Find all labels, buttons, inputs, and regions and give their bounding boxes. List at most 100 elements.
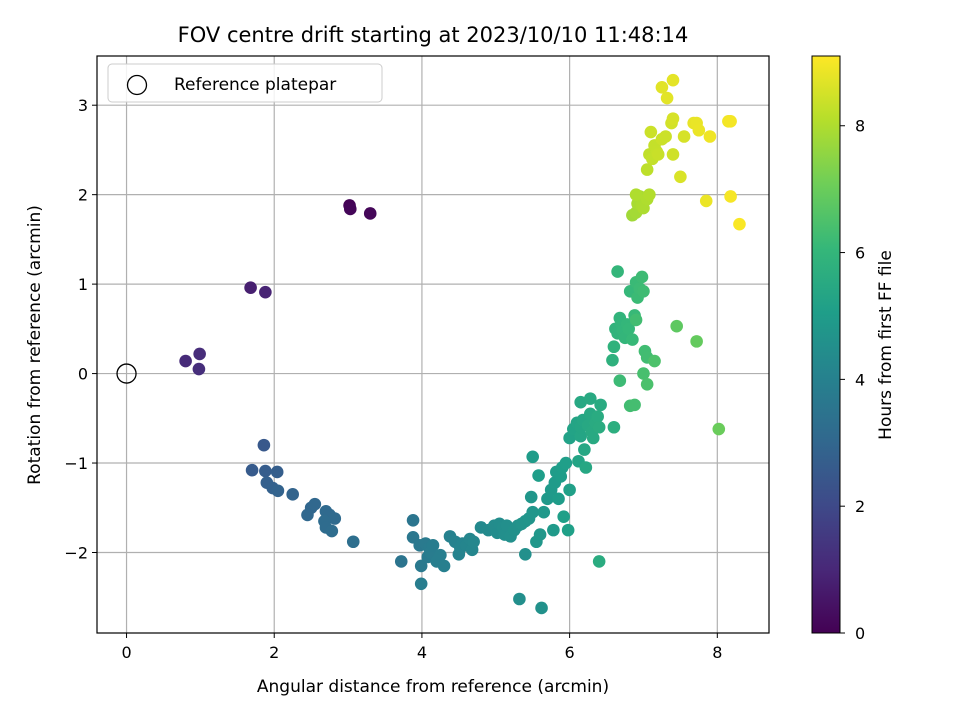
y-tick-label: 2 (78, 186, 88, 205)
data-point (651, 148, 665, 161)
data-point (592, 420, 606, 434)
x-tick-label: 8 (712, 643, 722, 662)
data-point (179, 354, 192, 368)
data-point (629, 188, 643, 201)
data-point (244, 281, 257, 294)
data-point (414, 559, 428, 573)
data-point (613, 374, 627, 388)
data-point (629, 313, 643, 327)
data-point (426, 539, 440, 552)
y-axis-label: Rotation from reference (arcmin) (25, 205, 45, 485)
data-point (643, 188, 656, 201)
data-point (346, 535, 360, 549)
data-point (690, 335, 703, 348)
data-point (437, 559, 451, 573)
data-point (622, 322, 635, 336)
data-point (406, 513, 420, 527)
data-point (703, 130, 717, 143)
data-point (592, 555, 606, 568)
colorbar-ticks: 0 2 4 6 8 (840, 117, 865, 643)
data-point (640, 378, 654, 391)
data-point (394, 555, 408, 568)
data-point (557, 510, 571, 524)
data-point (519, 547, 532, 561)
data-point (270, 465, 284, 479)
x-axis-ticks: 0 2 4 6 8 (121, 633, 722, 662)
data-point (611, 265, 624, 278)
y-tick-label: −2 (64, 543, 88, 562)
data-point (670, 319, 683, 333)
data-point (259, 285, 272, 299)
data-point (644, 125, 658, 139)
plot-frame (96, 55, 770, 634)
data-point (257, 438, 271, 452)
data-point (659, 130, 672, 143)
data-point (192, 362, 206, 376)
data-point (640, 163, 654, 176)
data-point (586, 431, 600, 445)
data-point (533, 528, 547, 541)
y-tick-label: 1 (78, 275, 88, 294)
data-point (606, 353, 619, 367)
colorbar-tick-label: 2 (855, 497, 865, 516)
data-point (563, 483, 576, 497)
colorbar-tick-label: 4 (855, 370, 865, 389)
data-point (325, 524, 339, 538)
data-point (660, 91, 674, 105)
data-point (674, 170, 687, 184)
data-point (637, 367, 650, 380)
data-point (561, 523, 575, 537)
data-point (301, 508, 314, 522)
colorbar-tick-label: 6 (855, 244, 865, 263)
data-point (666, 148, 680, 161)
data-point (724, 190, 737, 203)
data-point (574, 429, 587, 443)
legend-marker-icon (126, 74, 148, 96)
data-point (414, 577, 428, 591)
data-point (532, 469, 545, 482)
data-point (308, 497, 322, 511)
colorbar-tick-label: 0 (855, 624, 865, 643)
scatter-points (179, 73, 746, 615)
colorbar (811, 55, 841, 634)
data-point (343, 202, 357, 216)
y-axis-ticks: −2 −1 0 1 2 3 (64, 96, 97, 562)
data-point (259, 464, 272, 478)
data-point (666, 112, 680, 125)
x-tick-label: 2 (269, 643, 279, 662)
data-point (699, 194, 713, 208)
x-tick-label: 6 (565, 643, 575, 662)
data-point (434, 548, 447, 562)
data-point (526, 505, 539, 519)
data-point (193, 347, 206, 361)
data-point (712, 422, 726, 436)
data-point (537, 505, 551, 519)
data-point (559, 456, 573, 470)
x-tick-label: 4 (417, 643, 427, 662)
data-point (535, 601, 548, 615)
y-tick-label: 0 (78, 365, 88, 384)
data-point (271, 484, 285, 498)
data-point (363, 207, 377, 220)
data-point (648, 354, 661, 368)
x-axis-label: Angular distance from reference (arcmin) (257, 677, 609, 697)
data-point (524, 490, 538, 504)
data-point (626, 333, 639, 346)
data-point (655, 81, 669, 94)
data-point (574, 395, 587, 409)
data-point (245, 463, 259, 477)
data-point (692, 123, 706, 137)
data-point (547, 523, 560, 537)
data-point (594, 398, 607, 412)
data-point (635, 270, 649, 284)
data-point (328, 512, 342, 525)
data-point (286, 488, 299, 501)
data-point (666, 73, 680, 87)
colorbar-label: Hours from first FF file (876, 250, 896, 440)
colorbar-tick-label: 8 (855, 117, 865, 136)
data-point (724, 115, 737, 128)
data-point (637, 284, 650, 298)
data-point (677, 130, 691, 143)
data-point (579, 461, 593, 474)
